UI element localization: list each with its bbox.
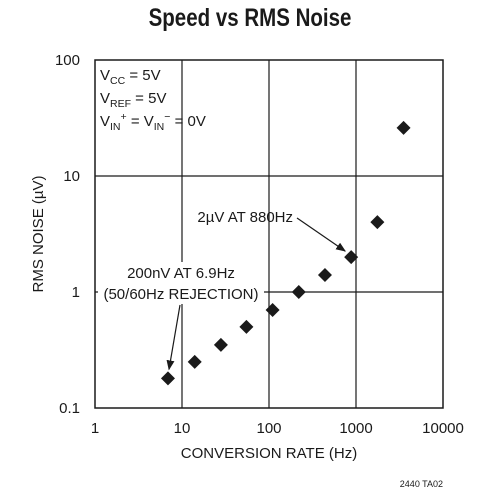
- data-point: [239, 319, 254, 334]
- x-tick-label: 10000: [422, 420, 464, 437]
- data-point: [213, 337, 228, 352]
- data-point: [370, 215, 385, 230]
- y-axis-label: RMS NOISE (µV): [30, 176, 47, 293]
- condition-vin: VIN+ = VIN− = 0V: [100, 111, 206, 133]
- tick-labels: 1 10 100 1000 10000 0.1 1 10 100: [55, 52, 464, 437]
- annotation-arrow-6-9hz: [166, 304, 181, 371]
- data-point: [317, 268, 332, 283]
- test-conditions: VCC = 5V VREF = 5V VIN+ = VIN− = 0V: [100, 67, 206, 133]
- annotation-880hz: 2µV AT 880Hz: [197, 209, 293, 226]
- annotation-arrow-880hz: [296, 217, 346, 252]
- data-point: [344, 250, 359, 265]
- annotation-6-9hz-line1: 200nV AT 6.9Hz: [127, 265, 235, 282]
- condition-vref: VREF = 5V: [100, 90, 166, 110]
- x-tick-label: 10: [174, 420, 191, 437]
- chart-title: Speed vs RMS Noise: [148, 4, 352, 32]
- x-axis-label: CONVERSION RATE (Hz): [181, 445, 357, 462]
- data-point: [265, 302, 280, 317]
- annotations: 2µV AT 880Hz 200nV AT 6.9Hz (50/60Hz REJ…: [98, 209, 346, 371]
- data-point: [160, 371, 175, 386]
- data-point: [291, 285, 306, 299]
- annotation-background: [98, 262, 264, 304]
- x-tick-label: 100: [256, 420, 281, 437]
- plot-frame: [94, 59, 444, 409]
- y-tick-label: 0.1: [59, 400, 80, 417]
- data-point: [396, 120, 411, 135]
- y-tick-label: 10: [63, 168, 80, 185]
- data-points: [160, 120, 411, 386]
- y-tick-label: 1: [72, 284, 80, 301]
- x-tick-label: 1000: [339, 420, 372, 437]
- y-tick-label: 100: [55, 52, 80, 69]
- condition-vcc: VCC = 5V: [100, 67, 161, 87]
- data-point: [187, 354, 202, 369]
- figure-id: 2440 TA02: [400, 479, 443, 489]
- annotation-6-9hz-line2: (50/60Hz REJECTION): [103, 286, 258, 303]
- x-tick-label: 1: [91, 420, 99, 437]
